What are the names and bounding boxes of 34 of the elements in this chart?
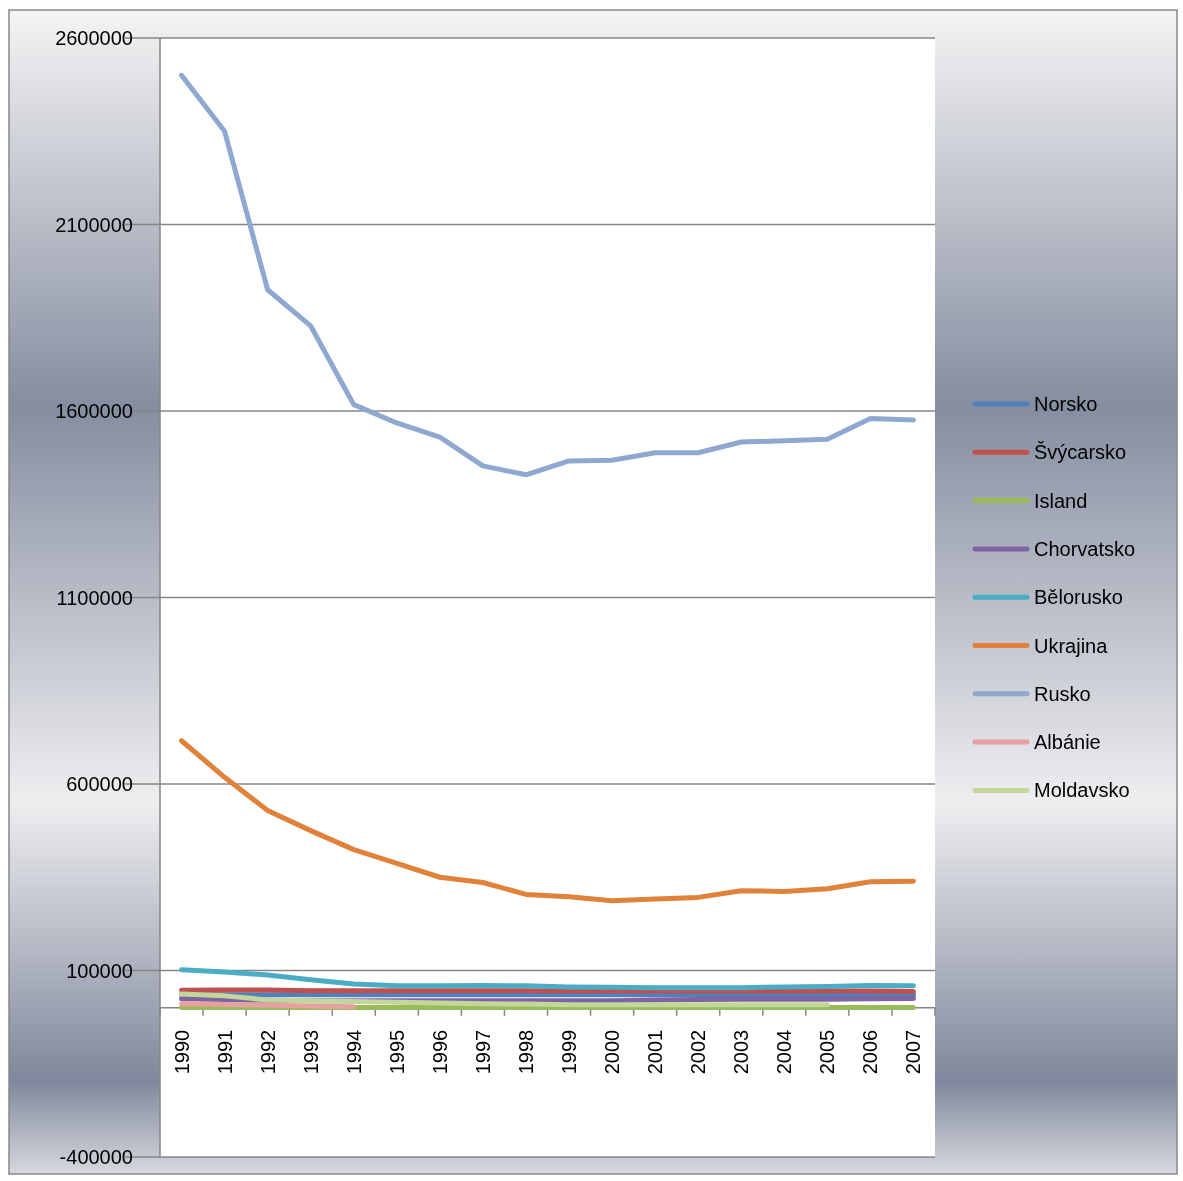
legend-label: Ukrajina — [1034, 634, 1109, 657]
x-tick-label: 2003 — [730, 1029, 753, 1075]
x-tick-label: 2004 — [773, 1029, 796, 1075]
x-tick-label: 2001 — [644, 1029, 667, 1075]
y-tick-label: 600000 — [66, 773, 133, 795]
y-tick-label: 1600000 — [55, 400, 133, 422]
x-tick-label: 2007 — [902, 1029, 925, 1075]
legend-label: Norsko — [1034, 393, 1098, 415]
legend-label: Švýcarsko — [1034, 441, 1127, 464]
x-tick-label: 2002 — [687, 1029, 710, 1075]
x-tick-label: 1999 — [558, 1029, 581, 1075]
x-tick-label: 2006 — [859, 1029, 882, 1075]
y-tick-label: 2600000 — [55, 27, 133, 49]
legend-label: Moldavsko — [1034, 779, 1130, 802]
legend-label: Bělorusko — [1034, 586, 1123, 609]
x-tick-label: 1991 — [213, 1029, 236, 1075]
x-tick-label: 1996 — [428, 1029, 451, 1075]
x-tick-label: 2005 — [816, 1029, 839, 1075]
x-tick-label: 2000 — [601, 1029, 624, 1075]
y-tick-label: -400000 — [59, 1146, 133, 1168]
legend-label: Albánie — [1034, 731, 1101, 754]
x-tick-label: 1990 — [170, 1029, 193, 1075]
x-tick-label: 1993 — [299, 1029, 322, 1075]
x-tick-label: 1995 — [385, 1029, 408, 1075]
x-tick-label: 1998 — [514, 1029, 537, 1075]
legend-label: Island — [1034, 489, 1088, 512]
x-tick-label: 1992 — [256, 1029, 279, 1075]
y-tick-label: 2100000 — [55, 213, 133, 236]
y-tick-label: 100000 — [66, 959, 133, 982]
x-tick-label: 1994 — [342, 1029, 365, 1075]
legend-label: Rusko — [1034, 682, 1091, 705]
legend-label: Chorvatsko — [1034, 537, 1136, 560]
y-tick-label: 1100000 — [56, 586, 133, 609]
x-tick-label: 1997 — [471, 1029, 494, 1075]
